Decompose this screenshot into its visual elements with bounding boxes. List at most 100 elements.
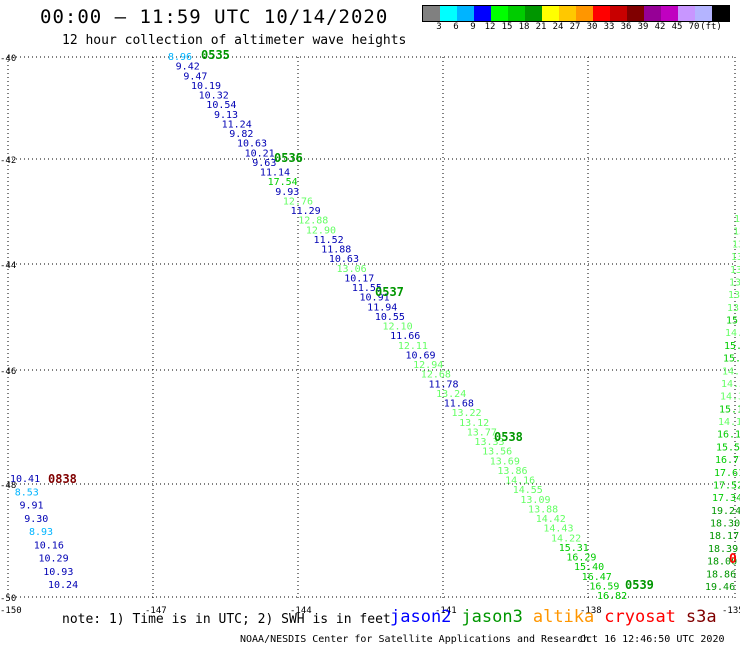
swh-value: 12.90 xyxy=(306,225,336,236)
swh-value: 11.24 xyxy=(222,119,252,130)
swh-value: 16.12 xyxy=(717,430,740,441)
swh-value: 11.14 xyxy=(260,168,290,179)
lon-tick-label: -144 xyxy=(290,606,312,616)
color-swatch xyxy=(542,6,559,21)
color-swatch xyxy=(678,6,695,21)
color-swatch xyxy=(627,6,644,21)
color-scale-label: 21 xyxy=(535,22,547,32)
swh-value: 10.19 xyxy=(191,81,221,92)
swh-value: 9.63 xyxy=(252,158,276,169)
swh-value: 10.63 xyxy=(237,139,267,150)
color-scale-label: (ft) xyxy=(700,22,722,32)
lat-tick-label: -44 xyxy=(0,261,16,271)
color-scale-label: 70 xyxy=(688,22,700,32)
lat-tick-label: -48 xyxy=(0,481,16,491)
swh-value: 14.12 xyxy=(718,417,740,428)
color-swatch xyxy=(576,6,593,21)
swh-value: 11.29 xyxy=(291,206,321,217)
legend-jason2: jason2 xyxy=(390,607,452,627)
swh-value: 13.06 xyxy=(337,264,367,275)
swh-value: 10.21 xyxy=(245,148,275,159)
swh-value: 9.82 xyxy=(229,129,253,140)
color-scale-label: 18 xyxy=(518,22,530,32)
color-swatch xyxy=(661,6,678,21)
legend-cryosat: cryosat xyxy=(604,607,676,627)
swh-value: 18.86 xyxy=(706,569,736,580)
swh-value: 12.88 xyxy=(298,216,328,227)
swh-value: 9.30 xyxy=(24,514,48,525)
swh-value: 14.36 xyxy=(720,392,740,403)
swh-value: 16.82 xyxy=(597,591,627,602)
swh-value: 14.22 xyxy=(551,533,581,544)
swh-value: 10.17 xyxy=(344,273,374,284)
swh-value: 18.17 xyxy=(709,531,739,542)
lat-tick-label: -50 xyxy=(0,594,16,604)
swh-value: 15.31 xyxy=(559,543,589,554)
swh-value: 10.16 xyxy=(34,540,64,551)
swh-value: 15.40 xyxy=(574,562,604,573)
pass-time-label: 0 xyxy=(729,552,737,567)
swh-value: 11.52 xyxy=(314,235,344,246)
color-swatch xyxy=(559,6,576,21)
swh-value: 10.91 xyxy=(360,293,390,304)
lat-tick-label: -40 xyxy=(0,54,16,64)
swh-value: 9.91 xyxy=(20,501,44,512)
footer-credit: NOAA/NESDIS Center for Satellite Applica… xyxy=(240,634,590,645)
swh-value: 13 xyxy=(730,265,740,276)
swh-value: 13.24 xyxy=(436,389,466,400)
swh-value: 10.93 xyxy=(43,567,73,578)
color-scale-label: 3 xyxy=(436,22,442,32)
swh-value: 10.32 xyxy=(199,91,229,102)
swh-value: 14.16 xyxy=(505,476,535,487)
swh-value: 10.24 xyxy=(48,580,78,591)
swh-value: 17.61 xyxy=(714,468,740,479)
color-scale-label: 6 xyxy=(453,22,459,32)
swh-value: 16.47 xyxy=(582,572,612,583)
swh-value: 12.76 xyxy=(283,196,313,207)
color-swatch xyxy=(440,6,457,21)
lon-tick-label: -135 xyxy=(722,606,740,616)
color-swatch xyxy=(593,6,610,21)
color-swatch xyxy=(610,6,627,21)
swh-value: 8.96 xyxy=(168,52,192,63)
swh-value: 17.52 xyxy=(713,480,740,491)
swh-value: 10.63 xyxy=(329,254,359,265)
swh-value: 11.55 xyxy=(352,283,382,294)
color-scale-label: 45 xyxy=(671,22,683,32)
swh-value: 14.9 xyxy=(725,328,740,339)
color-swatch xyxy=(423,6,440,21)
swh-value: 14.8 xyxy=(722,366,740,377)
swh-value: 9.13 xyxy=(214,110,238,121)
swh-value: 16.29 xyxy=(566,553,596,564)
legend-jason3: jason3 xyxy=(461,607,523,627)
swh-value: 9.47 xyxy=(183,71,207,82)
swh-value: 13 xyxy=(734,214,740,225)
swh-value: 13.77 xyxy=(467,427,497,438)
swh-value: 15.4 xyxy=(723,354,740,365)
swh-value: 16.59 xyxy=(589,581,619,592)
satellite-legend: jason2 jason3 altika cryosat s3a xyxy=(390,607,727,627)
color-scale-label: 42 xyxy=(654,22,666,32)
color-swatch xyxy=(457,6,474,21)
swh-value: 12.11 xyxy=(398,341,428,352)
swh-value: 13 xyxy=(729,277,740,288)
swh-value: 10.29 xyxy=(39,554,69,565)
color-scale-label: 33 xyxy=(603,22,615,32)
color-scale-label: 36 xyxy=(620,22,632,32)
swh-value: 12.94 xyxy=(413,360,443,371)
footer-timestamp: Oct 16 12:46:50 UTC 2020 xyxy=(580,634,725,645)
color-scale-label: 12 xyxy=(484,22,496,32)
legend-altika: altika xyxy=(532,607,595,627)
swh-value: 17.34 xyxy=(712,493,740,504)
swh-value: 16.77 xyxy=(715,455,740,466)
swh-value: 10.55 xyxy=(375,312,405,323)
color-scale-label: 15 xyxy=(501,22,513,32)
swh-value: 18.00 xyxy=(707,557,737,568)
color-scale-bar xyxy=(422,5,730,22)
swh-value: 11.88 xyxy=(321,245,351,256)
swh-value: 15.56 xyxy=(716,442,740,453)
lon-tick-label: -141 xyxy=(435,606,457,616)
swh-value: 13.22 xyxy=(451,408,481,419)
lat-tick-label: -42 xyxy=(0,156,16,166)
swh-value: 11.66 xyxy=(390,331,420,342)
